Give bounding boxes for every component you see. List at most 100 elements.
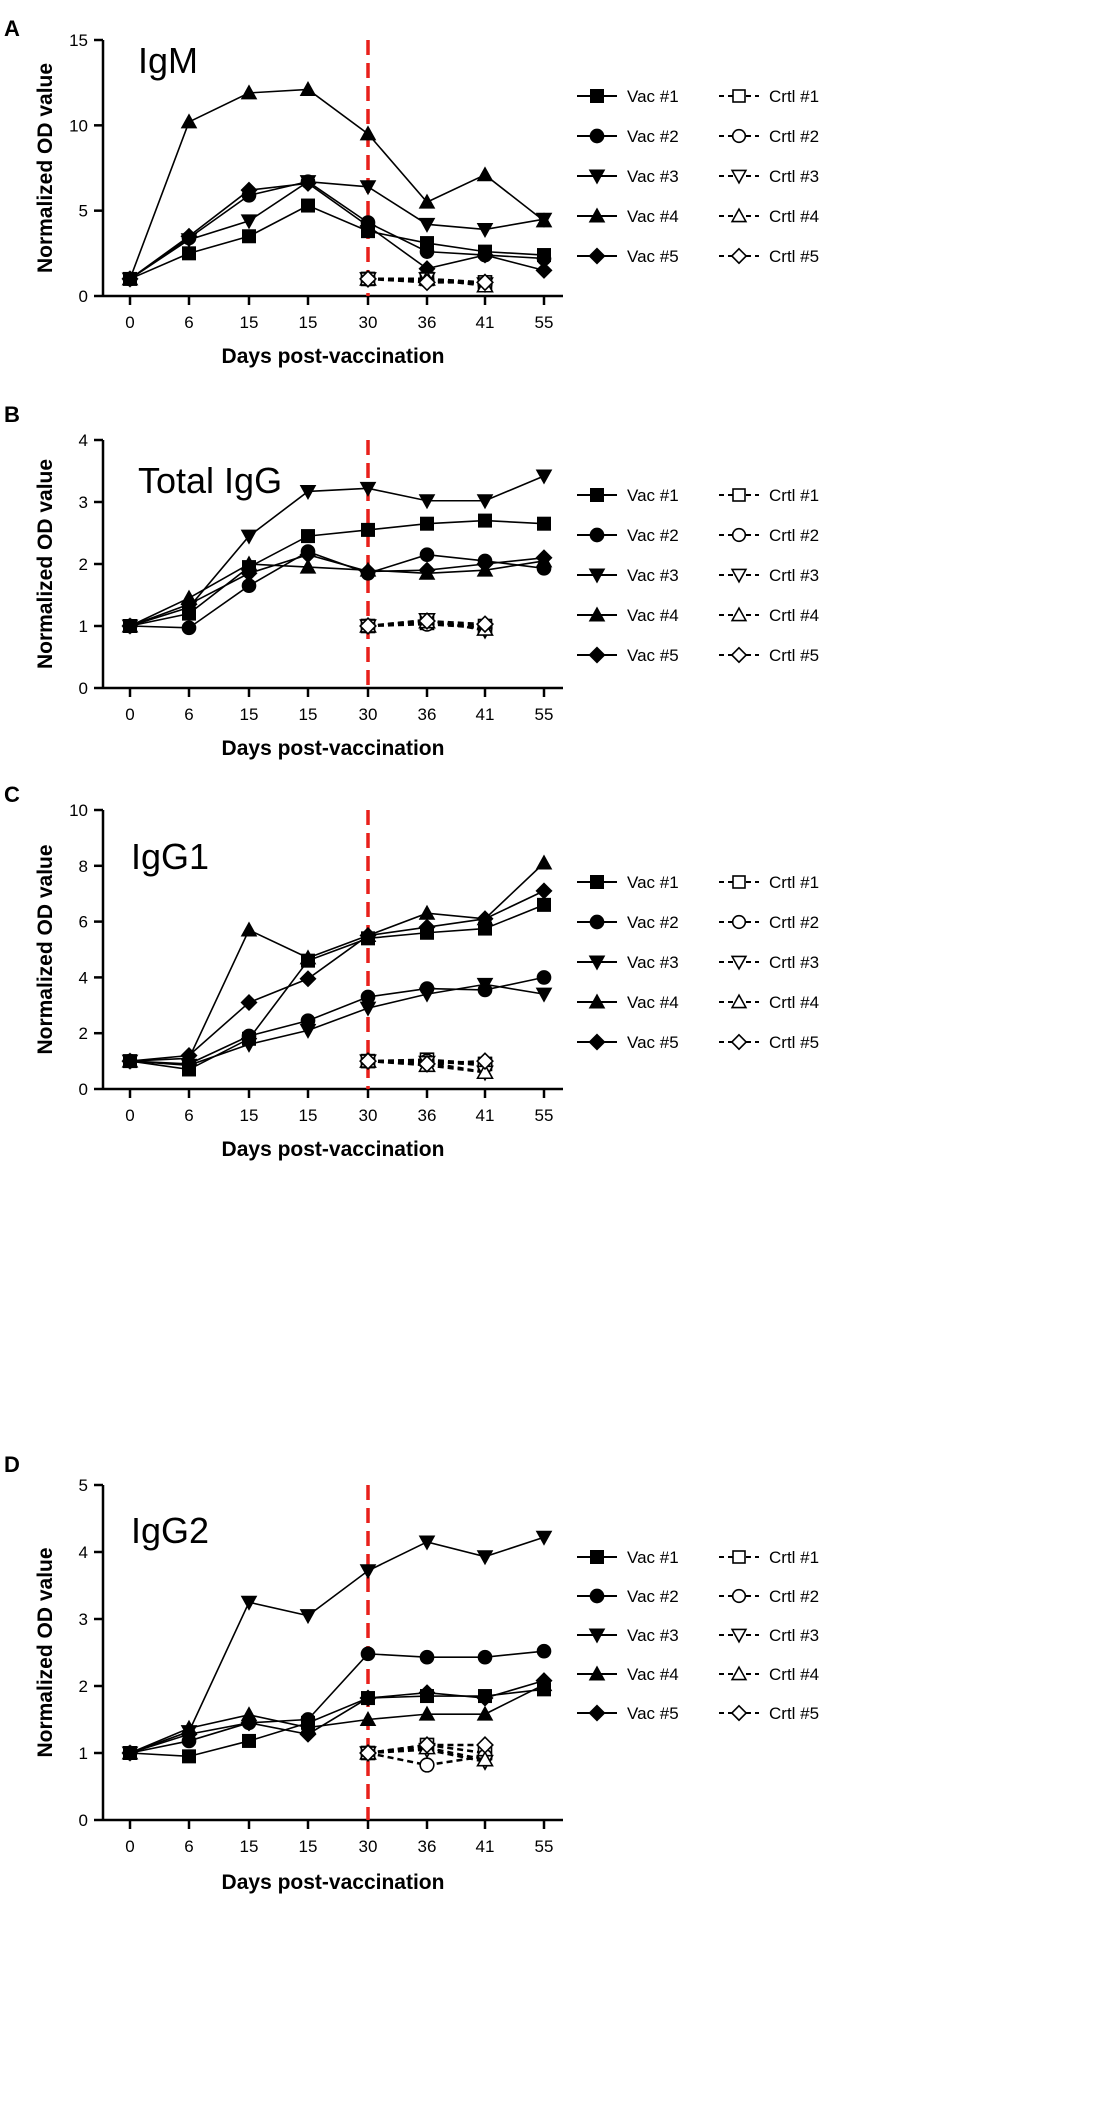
- x-tick-label: 30: [359, 313, 378, 332]
- series-line: [129, 1536, 545, 1754]
- panel-b: B Total IgG 0 1 2 3 4 Normalized OD value 0 6 15 15…: [4, 402, 819, 760]
- data-point: [419, 1649, 435, 1665]
- data-point: [536, 970, 552, 985]
- y-tick-label: 5: [79, 202, 88, 221]
- y-tick-label: 4: [79, 968, 88, 987]
- legend-marker: [732, 89, 746, 103]
- x-tick-label: 15: [299, 313, 318, 332]
- x-tick-label: 36: [418, 705, 437, 724]
- legend-marker: [589, 527, 605, 543]
- legend-marker: [588, 955, 606, 971]
- series-line: [129, 553, 545, 627]
- x-axis-label: Days post-vaccination: [222, 737, 445, 760]
- data-point: [476, 555, 494, 573]
- data-point: [476, 1705, 494, 1721]
- data-point: [476, 1063, 494, 1080]
- data-point: [299, 970, 317, 988]
- legend-label: Vac #2: [627, 127, 679, 146]
- x-tick-label: 0: [125, 1837, 134, 1856]
- y-tick-label: 0: [79, 1080, 88, 1099]
- data-point: [419, 547, 435, 563]
- data-point: [359, 1052, 377, 1071]
- data-point: [242, 1733, 256, 1748]
- data-point: [418, 193, 436, 209]
- data-point: [537, 516, 551, 531]
- data-point: [418, 1054, 436, 1073]
- data-point: [535, 854, 553, 870]
- y-tick-label: 10: [69, 116, 88, 135]
- x-tick-label: 6: [184, 1106, 193, 1125]
- data-point: [240, 181, 258, 199]
- legend-marker: [590, 89, 604, 103]
- data-point: [299, 174, 317, 192]
- legend-marker: [588, 247, 606, 265]
- data-point: [240, 1595, 258, 1611]
- data-point: [420, 516, 434, 531]
- series-line: [129, 976, 545, 1065]
- data-point: [182, 246, 196, 261]
- data-point: [419, 244, 435, 259]
- series-vac-5: [121, 882, 553, 1070]
- panel-a: A IgM 0 5 10 15 Normalized OD value 0 6 15 15 30 36 4…: [4, 16, 819, 368]
- x-tick-label: 15: [240, 1106, 259, 1125]
- legend-marker: [730, 1665, 748, 1681]
- x-tick-label: 36: [418, 313, 437, 332]
- legend-marker: [730, 568, 748, 584]
- legend-label: Vac #1: [627, 87, 679, 106]
- data-point: [299, 80, 317, 96]
- data-point: [359, 180, 377, 196]
- data-point: [418, 494, 436, 510]
- data-point: [299, 546, 317, 564]
- data-point: [359, 617, 377, 635]
- data-point: [240, 921, 258, 937]
- y-axis-label: Normalized OD value: [34, 844, 57, 1054]
- series-line: [129, 204, 545, 280]
- legend-label: Crtl #5: [769, 247, 819, 266]
- legend-marker: [732, 1550, 746, 1564]
- legend-label: Vac #2: [627, 526, 679, 545]
- x-tick-label: 0: [125, 1106, 134, 1125]
- legend-label: Vac #3: [627, 953, 679, 972]
- y-tick-label: 8: [79, 857, 88, 876]
- data-point: [361, 522, 375, 537]
- x-tick-label: 6: [184, 1837, 193, 1856]
- x-tick-label: 55: [535, 313, 554, 332]
- series-line: [129, 475, 545, 627]
- x-axis-label: Days post-vaccination: [222, 1871, 445, 1894]
- x-tick-label: 0: [125, 705, 134, 724]
- panel-label: C: [4, 782, 20, 807]
- data-point: [359, 217, 377, 235]
- series-crtl-5: [359, 1052, 494, 1073]
- data-point: [476, 1750, 494, 1767]
- legend-marker: [590, 875, 604, 889]
- y-tick-label: 0: [79, 1811, 88, 1830]
- legend-label: Vac #2: [627, 1587, 679, 1606]
- data-point: [476, 910, 494, 928]
- data-point: [476, 1052, 494, 1071]
- data-point: [476, 166, 494, 182]
- data-point: [536, 1643, 552, 1659]
- legend-marker: [732, 488, 746, 502]
- legend-marker: [730, 646, 748, 664]
- legend-label: Vac #4: [627, 993, 679, 1012]
- data-point: [418, 1684, 436, 1702]
- legend-marker: [588, 207, 606, 223]
- legend-label: Vac #4: [627, 1665, 679, 1684]
- data-point: [418, 1535, 436, 1551]
- legend-marker: [730, 247, 748, 265]
- legend-label: Crtl #1: [769, 873, 819, 892]
- data-point: [180, 1725, 198, 1743]
- data-point: [418, 918, 436, 936]
- legend-label: Crtl #3: [769, 167, 819, 186]
- legend-label: Vac #5: [627, 646, 679, 665]
- legend-label: Vac #5: [627, 247, 679, 266]
- legend-label: Crtl #4: [769, 1665, 819, 1684]
- data-point: [477, 1649, 493, 1665]
- panel-d: D IgG2 0 1 2 3 4 5 Normalized OD value 0 6 15 15 30 36…: [4, 1452, 819, 1894]
- legend-marker: [588, 1704, 606, 1722]
- data-point: [299, 484, 317, 500]
- x-tick-label: 15: [299, 1837, 318, 1856]
- data-point: [476, 222, 494, 238]
- y-tick-label: 15: [69, 31, 88, 50]
